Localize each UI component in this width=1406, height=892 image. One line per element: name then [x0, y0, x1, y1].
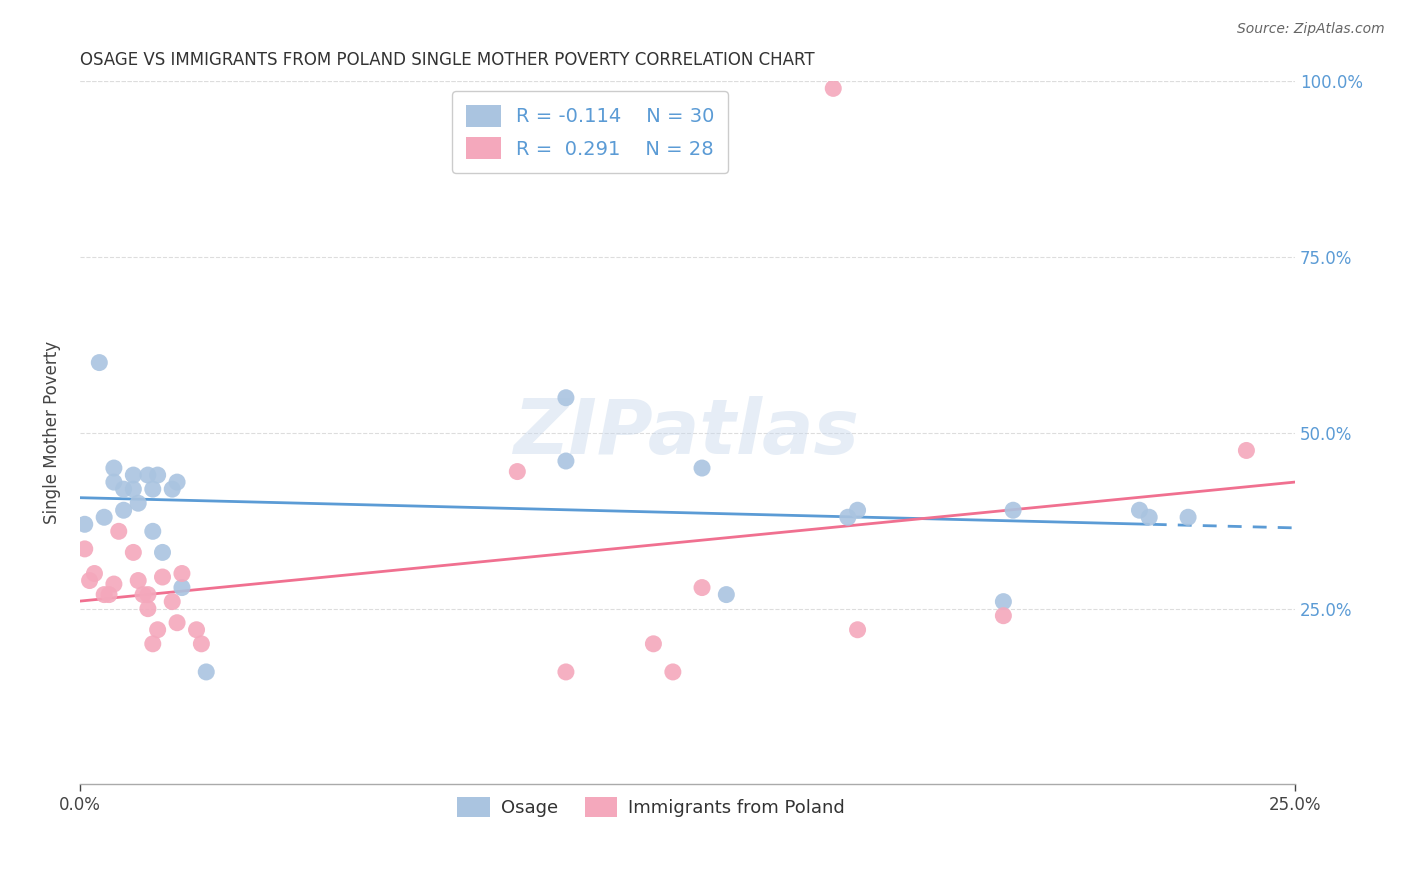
- Point: [146, 623, 169, 637]
- Point: [690, 581, 713, 595]
- Text: OSAGE VS IMMIGRANTS FROM POLAND SINGLE MOTHER POVERTY CORRELATION CHART: OSAGE VS IMMIGRANTS FROM POLAND SINGLE M…: [80, 51, 814, 69]
- Y-axis label: Single Mother Poverty: Single Mother Poverty: [44, 342, 60, 524]
- Point: [846, 503, 869, 517]
- Point: [127, 496, 149, 510]
- Point: [555, 391, 578, 405]
- Point: [136, 601, 159, 615]
- Point: [690, 461, 713, 475]
- Point: [195, 665, 218, 679]
- Point: [122, 545, 145, 559]
- Point: [93, 588, 115, 602]
- Point: [1137, 510, 1160, 524]
- Point: [846, 623, 869, 637]
- Point: [993, 594, 1015, 608]
- Point: [73, 517, 96, 532]
- Point: [132, 588, 155, 602]
- Point: [136, 588, 159, 602]
- Point: [993, 608, 1015, 623]
- Point: [160, 594, 183, 608]
- Point: [83, 566, 105, 581]
- Point: [127, 574, 149, 588]
- Point: [122, 468, 145, 483]
- Point: [142, 524, 165, 539]
- Point: [98, 588, 121, 602]
- Point: [166, 615, 188, 630]
- Point: [555, 665, 578, 679]
- Point: [555, 454, 578, 468]
- Point: [142, 637, 165, 651]
- Text: Source: ZipAtlas.com: Source: ZipAtlas.com: [1237, 22, 1385, 37]
- Point: [136, 468, 159, 483]
- Point: [122, 482, 145, 496]
- Point: [662, 665, 685, 679]
- Point: [146, 468, 169, 483]
- Point: [643, 637, 665, 651]
- Point: [103, 577, 125, 591]
- Point: [112, 503, 135, 517]
- Point: [152, 545, 174, 559]
- Point: [186, 623, 208, 637]
- Point: [1128, 503, 1150, 517]
- Point: [107, 524, 129, 539]
- Point: [837, 510, 859, 524]
- Point: [79, 574, 101, 588]
- Point: [823, 81, 845, 95]
- Point: [142, 482, 165, 496]
- Point: [170, 566, 193, 581]
- Text: ZIPatlas: ZIPatlas: [515, 396, 860, 470]
- Point: [1002, 503, 1025, 517]
- Point: [1234, 443, 1257, 458]
- Point: [1177, 510, 1199, 524]
- Point: [166, 475, 188, 489]
- Point: [103, 461, 125, 475]
- Point: [103, 475, 125, 489]
- Point: [112, 482, 135, 496]
- Point: [160, 482, 183, 496]
- Point: [152, 570, 174, 584]
- Point: [89, 355, 111, 369]
- Point: [73, 541, 96, 556]
- Point: [170, 581, 193, 595]
- Point: [716, 588, 738, 602]
- Point: [190, 637, 212, 651]
- Point: [93, 510, 115, 524]
- Point: [506, 465, 529, 479]
- Legend: Osage, Immigrants from Poland: Osage, Immigrants from Poland: [450, 789, 852, 824]
